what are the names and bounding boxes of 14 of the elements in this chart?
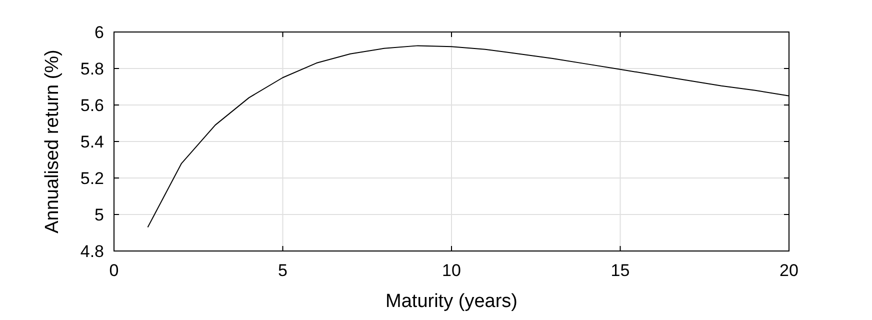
y-tick-label: 5.6 (80, 96, 104, 115)
y-tick-label: 5.4 (80, 132, 104, 152)
y-tick-label: 5 (94, 206, 104, 224)
x-tick-label: 0 (109, 261, 119, 280)
x-axis-title: Maturity (years) (386, 291, 518, 312)
x-tick-label: 5 (278, 261, 288, 280)
y-tick-label: 5.2 (80, 169, 104, 188)
x-tick-label: 20 (780, 261, 798, 280)
y-tick-label: 5.8 (80, 60, 104, 78)
y-axis-title: Annualised return (%) (42, 50, 63, 234)
y-tick-label: 6 (94, 23, 104, 42)
x-tick-label: 10 (442, 261, 461, 280)
x-tick-label: 15 (610, 261, 630, 280)
y-tick-label: 4.8 (80, 242, 104, 261)
